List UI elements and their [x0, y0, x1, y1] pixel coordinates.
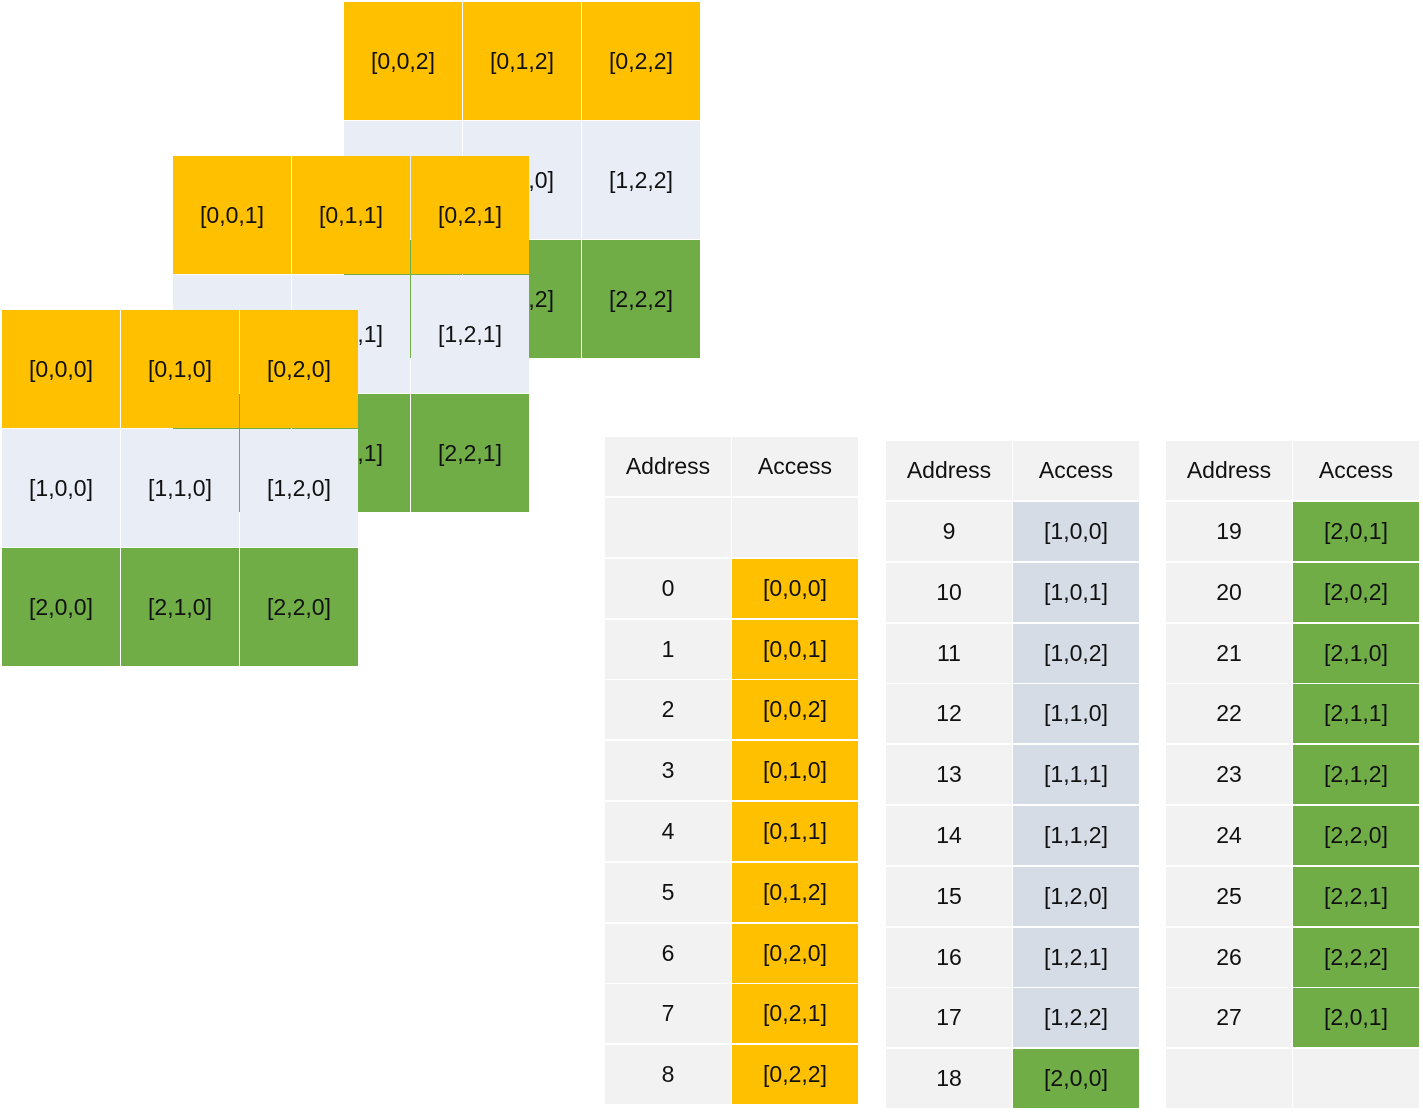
access-cell: [1,1,2]: [1013, 806, 1139, 865]
address-cell: 25: [1166, 866, 1292, 926]
grid-cell: [0,0,1]: [173, 156, 291, 274]
table-header: Address: [886, 441, 1012, 500]
address-cell: 8: [605, 1045, 731, 1105]
grid-cell: [0,0,0]: [2, 310, 120, 428]
address-cell: 1: [605, 619, 731, 679]
address-cell: 13: [886, 745, 1012, 805]
address-cell: 12: [886, 684, 1012, 744]
grid-cell: [0,0,2]: [344, 2, 462, 120]
access-cell: [0,1,0]: [732, 741, 858, 801]
access-cell: [0,0,1]: [732, 619, 858, 679]
access-cell: [1,2,0]: [1013, 866, 1139, 926]
address-cell: 9: [886, 502, 1012, 561]
access-cell: [2,0,0]: [1013, 1049, 1139, 1109]
grid-cell: [0,2,1]: [411, 156, 529, 274]
address-cell: 11: [886, 623, 1012, 683]
grid-cell: [0,1,1]: [292, 156, 410, 274]
address-cell: 27: [1166, 988, 1292, 1048]
address-cell: 17: [886, 988, 1012, 1048]
address-cell: 14: [886, 806, 1012, 865]
grid-cell: [0,1,2]: [463, 2, 581, 120]
table-header: Access: [1293, 441, 1419, 500]
address-cell: 21: [1166, 623, 1292, 683]
table-header: Address: [1166, 441, 1292, 500]
access-cell: [2,0,1]: [1293, 988, 1419, 1048]
address-cell: [605, 498, 731, 557]
access-cell: [0,0,2]: [732, 680, 858, 740]
address-cell: 20: [1166, 562, 1292, 622]
grid-cell: [2,0,0]: [2, 548, 120, 666]
table-header: Address: [605, 437, 731, 496]
access-cell: [1,2,1]: [1013, 927, 1139, 987]
grid-cell: [1,0,0]: [2, 429, 120, 547]
grid-cell: [0,1,0]: [121, 310, 239, 428]
address-cell: 18: [886, 1049, 1012, 1109]
grid-cell: [2,2,2]: [582, 240, 700, 358]
grid-cell: [1,2,2]: [582, 121, 700, 239]
access-cell: [732, 498, 858, 557]
access-cell: [0,1,1]: [732, 802, 858, 861]
access-cell: [1,0,0]: [1013, 502, 1139, 561]
grid-cell: [0,2,0]: [240, 310, 358, 428]
access-cell: [0,1,2]: [732, 862, 858, 922]
access-cell: [0,2,0]: [732, 923, 858, 983]
access-cell: [0,0,0]: [732, 558, 858, 618]
access-cell: [0,2,2]: [732, 1045, 858, 1105]
access-cell: [1,1,0]: [1013, 684, 1139, 744]
table-header: Access: [732, 437, 858, 496]
address-cell: 4: [605, 802, 731, 861]
access-cell: [2,1,1]: [1293, 684, 1419, 744]
access-cell: [1,0,2]: [1013, 623, 1139, 683]
grid-cell: [1,2,0]: [240, 429, 358, 547]
access-cell: [1,1,1]: [1013, 745, 1139, 805]
address-cell: 24: [1166, 806, 1292, 865]
grid-cell: [2,1,0]: [121, 548, 239, 666]
table-header: Access: [1013, 441, 1139, 500]
grid-cell: [2,2,1]: [411, 394, 529, 512]
address-cell: 2: [605, 680, 731, 740]
access-cell: [1,0,1]: [1013, 562, 1139, 622]
address-cell: 19: [1166, 502, 1292, 561]
address-cell: 7: [605, 984, 731, 1044]
address-cell: 6: [605, 923, 731, 983]
address-cell: 5: [605, 862, 731, 922]
grid-cell: [2,2,0]: [240, 548, 358, 666]
address-cell: 16: [886, 927, 1012, 987]
address-cell: 3: [605, 741, 731, 801]
grid-cell: [1,2,1]: [411, 275, 529, 393]
access-cell: [2,0,2]: [1293, 562, 1419, 622]
access-cell: [2,2,2]: [1293, 927, 1419, 987]
address-cell: 10: [886, 562, 1012, 622]
access-cell: [0,2,1]: [732, 984, 858, 1044]
address-cell: 23: [1166, 745, 1292, 805]
address-cell: 22: [1166, 684, 1292, 744]
address-cell: 0: [605, 558, 731, 618]
address-cell: 15: [886, 866, 1012, 926]
access-cell: [2,1,2]: [1293, 745, 1419, 805]
access-cell: [2,2,1]: [1293, 866, 1419, 926]
address-cell: [1166, 1049, 1292, 1109]
access-cell: [2,0,1]: [1293, 502, 1419, 561]
address-cell: 26: [1166, 927, 1292, 987]
grid-cell: [1,1,0]: [121, 429, 239, 547]
access-cell: [2,2,0]: [1293, 806, 1419, 865]
access-cell: [1,2,2]: [1013, 988, 1139, 1048]
access-cell: [1293, 1049, 1419, 1109]
access-cell: [2,1,0]: [1293, 623, 1419, 683]
grid-cell: [0,2,2]: [582, 2, 700, 120]
